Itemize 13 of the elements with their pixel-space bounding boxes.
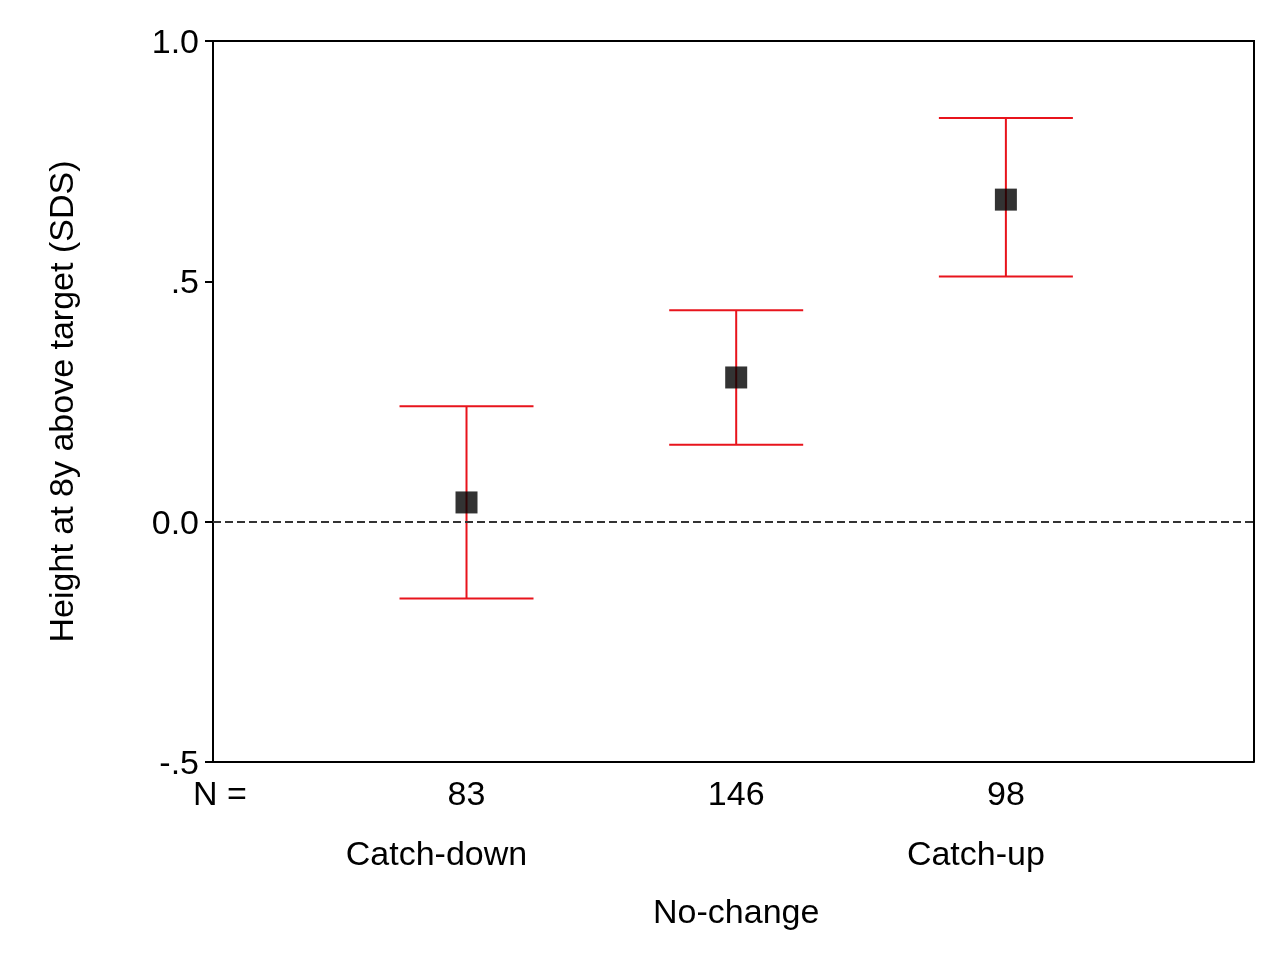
point [455, 491, 478, 514]
x-tick-label: 98 [986, 774, 1025, 812]
point [994, 188, 1017, 211]
text: Catch-up [906, 834, 1045, 872]
x-tick-label: 83 [447, 774, 486, 812]
x-tick-label: 146 [707, 774, 765, 812]
y-tick-label: .5 [170, 262, 199, 301]
text: No-change [653, 892, 820, 930]
text: Catch-down [345, 834, 528, 872]
point [725, 366, 748, 389]
y-tick-label: 0.0 [151, 502, 199, 541]
y-axis-title: Height at 8y above target (SDS) [42, 160, 80, 643]
y-tick-label: 1.0 [151, 22, 199, 60]
